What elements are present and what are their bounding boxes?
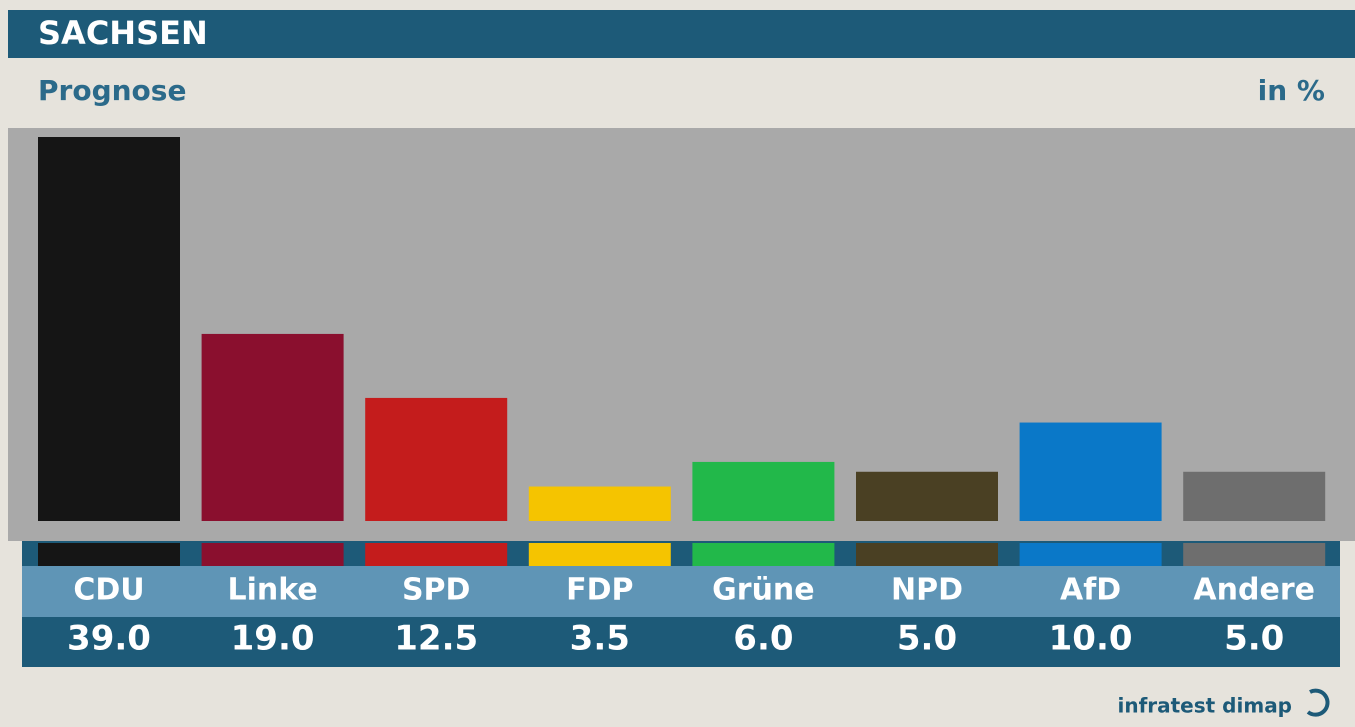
category-label: Grüne xyxy=(712,573,814,608)
value-label: 12.5 xyxy=(394,619,478,659)
category-label: FDP xyxy=(566,573,633,608)
color-swatch xyxy=(692,543,835,566)
value-label: 19.0 xyxy=(231,619,315,659)
value-label: 39.0 xyxy=(67,619,151,659)
value-label: 5.0 xyxy=(1224,619,1284,659)
chart-title: SACHSEN xyxy=(38,14,208,52)
color-swatch xyxy=(365,543,508,566)
bar xyxy=(528,486,671,521)
color-swatch xyxy=(528,543,671,566)
header-bar xyxy=(8,10,1355,58)
category-label: Andere xyxy=(1193,573,1315,608)
category-label: NPD xyxy=(891,573,963,608)
bar xyxy=(692,461,835,521)
value-label: 6.0 xyxy=(733,619,793,659)
value-row xyxy=(22,617,1340,667)
bar xyxy=(201,333,344,521)
category-label: AfD xyxy=(1060,573,1121,608)
category-label: CDU xyxy=(73,573,144,608)
source: infratest dimap xyxy=(1117,694,1292,718)
color-swatch xyxy=(856,543,998,566)
color-swatch xyxy=(201,543,344,566)
bar xyxy=(365,397,508,521)
color-swatch xyxy=(38,543,180,566)
unit-label: in % xyxy=(1258,74,1325,107)
value-label: 3.5 xyxy=(570,619,630,659)
bar xyxy=(38,137,180,521)
bar xyxy=(856,471,998,521)
source-logo xyxy=(1306,688,1330,717)
bar xyxy=(1183,471,1326,521)
color-swatch xyxy=(1183,543,1326,566)
value-label: 5.0 xyxy=(897,619,957,659)
chart-subtitle: Prognose xyxy=(38,74,186,107)
category-label: SPD xyxy=(402,573,471,608)
bar xyxy=(1019,422,1162,521)
color-swatch xyxy=(1019,543,1162,566)
category-label: Linke xyxy=(227,573,317,608)
value-label: 10.0 xyxy=(1049,619,1133,659)
label-row xyxy=(22,566,1340,617)
